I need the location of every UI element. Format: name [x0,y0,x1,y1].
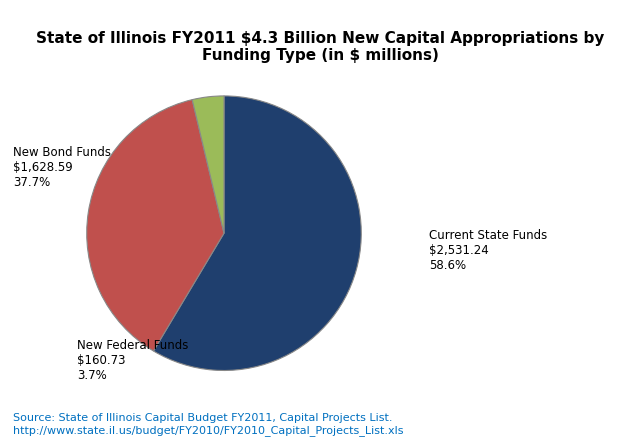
Text: New Bond Funds
$1,628.59
37.7%: New Bond Funds $1,628.59 37.7% [13,146,111,189]
Text: State of Illinois FY2011 $4.3 Billion New Capital Appropriations by
Funding Type: State of Illinois FY2011 $4.3 Billion Ne… [36,31,604,63]
Wedge shape [87,99,224,351]
Text: New Federal Funds
$160.73
3.7%: New Federal Funds $160.73 3.7% [77,339,188,382]
Text: Source: State of Illinois Capital Budget FY2011, Capital Projects List.
http://w: Source: State of Illinois Capital Budget… [13,413,403,436]
Wedge shape [154,96,361,370]
Wedge shape [192,96,224,233]
Text: Current State Funds
$2,531.24
58.6%: Current State Funds $2,531.24 58.6% [429,229,547,272]
